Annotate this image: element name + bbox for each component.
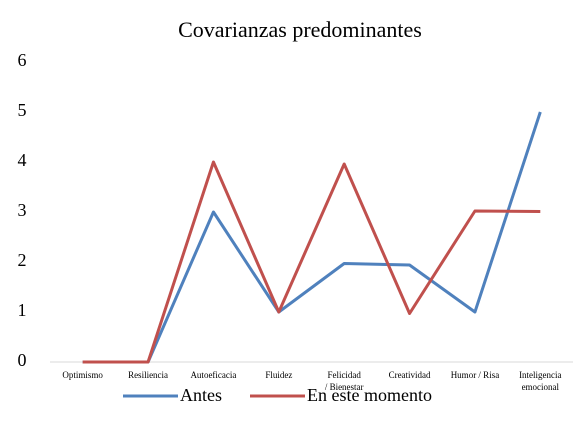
x-tick-label: Autoeficacia bbox=[190, 370, 236, 380]
series-line bbox=[82, 160, 541, 364]
x-tick-label: Humor / Risa bbox=[451, 370, 500, 380]
y-tick-label: 5 bbox=[18, 100, 27, 120]
chart-title: Covarianzas predominantes bbox=[178, 17, 422, 42]
x-tick-label: Creatividad bbox=[389, 370, 431, 380]
series-line bbox=[82, 111, 542, 364]
y-tick-label: 6 bbox=[18, 50, 27, 70]
y-tick-label: 3 bbox=[18, 200, 27, 220]
legend-label: En este momento bbox=[307, 385, 432, 405]
x-tick-label: Inteligencia emocional bbox=[519, 370, 561, 392]
y-tick-label: 0 bbox=[18, 350, 27, 370]
x-tick-label: Felicidad / Bienestar bbox=[325, 370, 364, 392]
x-tick-label: Optimismo bbox=[62, 370, 103, 380]
y-tick-label: 4 bbox=[18, 150, 27, 170]
y-tick-label: 2 bbox=[18, 250, 27, 270]
legend-label: Antes bbox=[180, 385, 222, 405]
x-tick-label: Resiliencia bbox=[128, 370, 168, 380]
y-tick-label: 1 bbox=[18, 300, 27, 320]
x-tick-label: Fluidez bbox=[265, 370, 292, 380]
